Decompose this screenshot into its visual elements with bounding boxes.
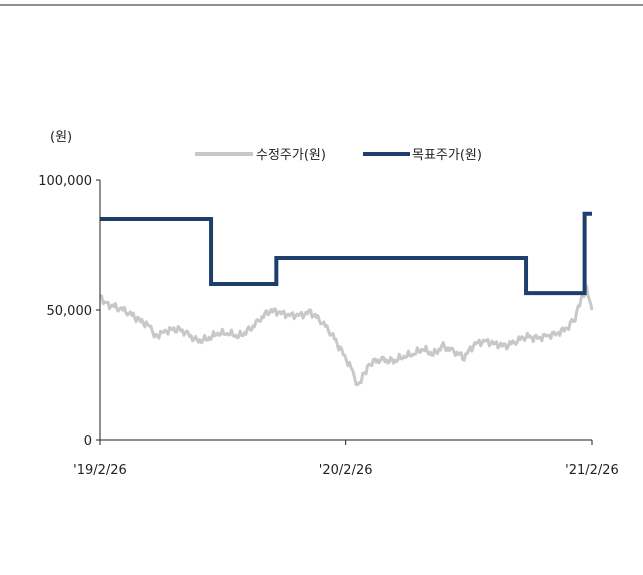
axes: 0 50,000 100,000 (원) '19/2/26 '20/2/26 '21/2/2… [38, 130, 619, 478]
y-tick-label: 0 [84, 434, 92, 449]
legend: 수정주가(원) 목표주가(원) [195, 148, 482, 163]
x-tick-label: '21/2/26 [565, 463, 619, 478]
y-tick-label: 100,000 [38, 174, 92, 189]
x-tick-label: '19/2/26 [73, 463, 127, 478]
plot-area [99, 211, 594, 387]
y-tick-label: 50,000 [47, 304, 93, 319]
adjusted-price-series-line [99, 284, 594, 387]
target-price-series-line [100, 211, 592, 296]
legend-label: 수정주가(원) [256, 148, 326, 163]
y-axis-unit-label: (원) [50, 130, 72, 145]
x-tick-label: '20/2/26 [319, 463, 373, 478]
legend-label: 목표주가(원) [412, 148, 482, 163]
